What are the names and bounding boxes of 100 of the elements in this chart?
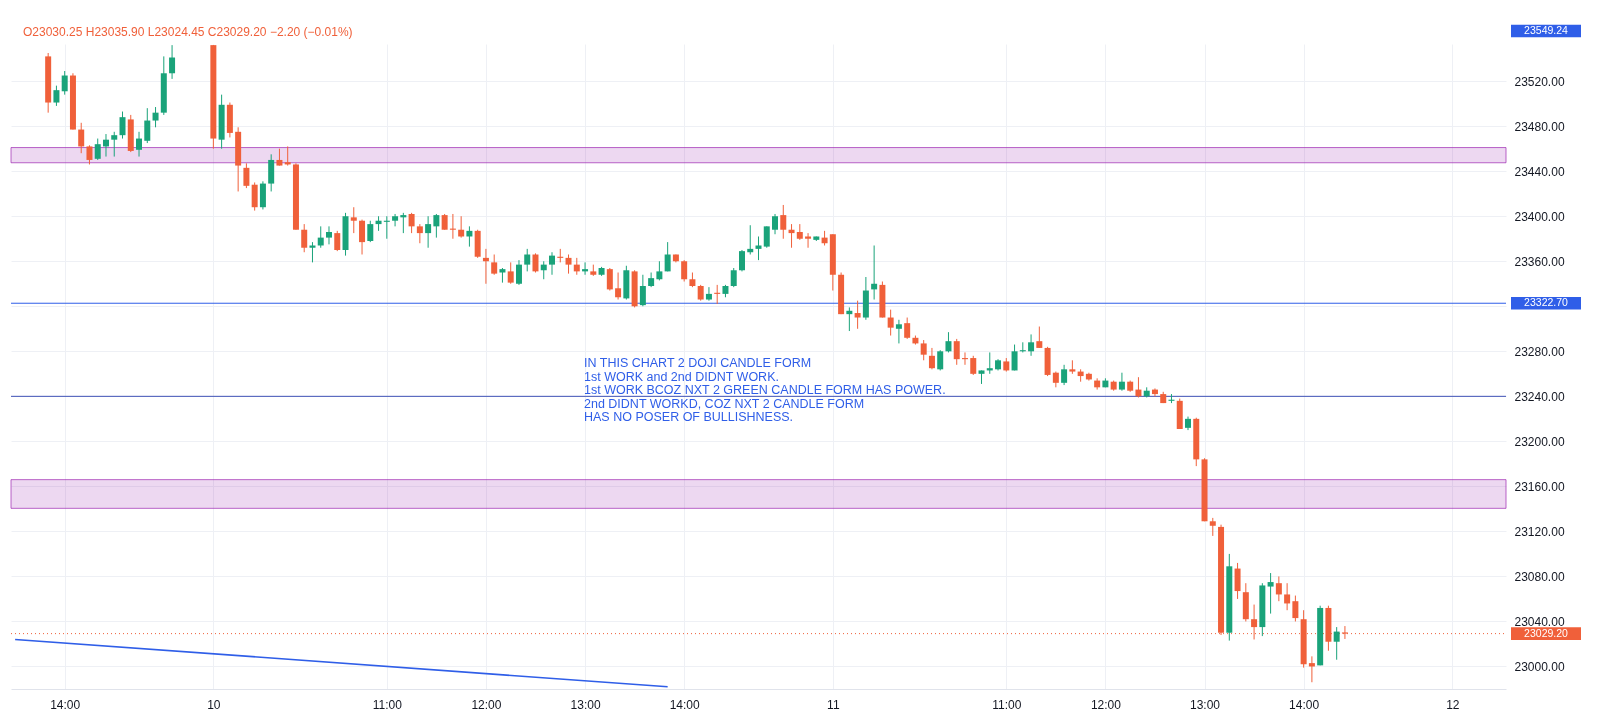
candlestick [780,204,787,240]
y-tick-label: 23400.00 [1514,209,1565,224]
candlestick [887,309,894,337]
y-tick-label: 23360.00 [1514,254,1565,269]
candlestick [359,219,366,255]
candlestick [738,249,745,272]
candlestick [549,251,556,276]
candlestick [920,339,927,361]
candlestick [392,213,399,227]
candlestick [730,267,737,288]
candlestick [326,225,332,245]
candlestick [747,224,754,255]
candlestick [772,213,779,235]
x-tick-label: 11 [827,697,840,712]
candlestick [94,138,101,161]
x-tick-label: 14:00 [50,697,81,712]
candlestick [532,252,539,274]
candlestick [111,131,118,158]
candlestick [895,319,902,344]
text: 23549.24 [1524,24,1569,36]
candlestick [119,111,126,140]
candlestick [615,272,622,301]
candlestick [78,122,85,154]
candlestick [705,286,712,302]
x-tick-label: 13:00 [1190,697,1221,712]
y-tick-label: 23200.00 [1514,434,1565,449]
candlestick [1234,562,1241,600]
candlestick [61,70,68,96]
x-tick-label: 11:00 [372,697,403,712]
y-tick-label: 23160.00 [1514,479,1565,494]
y-tick-label: 23240.00 [1514,389,1565,404]
x-tick-label: 13:00 [570,697,601,712]
candlestick [656,260,663,281]
y-tick-label: 23520.00 [1514,74,1565,89]
candlestick [1284,582,1291,611]
candlestick [1061,364,1068,386]
candlestick [1333,626,1340,661]
candlestick [301,223,308,253]
candlestick [152,106,159,128]
candlestick [788,223,795,249]
candlestick [169,44,176,80]
candlestick [904,317,911,340]
candlestick [1308,655,1315,683]
candlestick [928,347,935,370]
candlestick [1275,575,1282,602]
candlestick [425,215,432,249]
candlestick [1267,572,1274,615]
x-tick-label: 12:00 [1090,697,1122,712]
annotation: IN THIS CHART 2 DOJI CANDLE FORM 1st WORK and 2nd DIDNT WORK. 1st WORK BCOZ NXT 2 GREEN CANDLE FORM HAS POWER. 2nd DIDNT WORKD, COZ NXT 2 CANDLE FORM HAS NO POSER OF BULLISHNESS. [584,356,946,424]
candlestick [144,107,151,144]
candlestick [515,259,522,286]
x-tick-label: 14:00 [669,697,700,712]
y-tick-label: 23080.00 [1514,569,1565,584]
candlestick [664,241,671,272]
x-tick-label: 12 [1446,697,1460,712]
candlestick [136,131,143,158]
candlestick [433,213,440,239]
candlestick [639,274,646,307]
candlestick [416,223,423,244]
candlestick [846,306,853,332]
candlestick [1036,326,1043,349]
candlestick [970,355,977,376]
candlestick [408,212,415,234]
candlestick [937,349,944,371]
candlestick [854,300,861,330]
y-tick-label: 23480.00 [1514,119,1565,134]
candlestick [681,259,688,283]
candlestick [53,85,60,107]
candlestick [763,225,770,249]
candlestick [1011,344,1018,371]
ref-line-label: 23322.70 [1524,296,1569,309]
y-tick-label: 23120.00 [1514,524,1565,539]
x-tick-label: 10 [207,697,221,712]
candlestick [507,261,514,285]
candlestick [755,235,762,261]
x-tick-label: 14:00 [1289,697,1320,712]
candlestick [350,206,357,234]
candlestick [565,254,572,275]
chart-title: O23030.25 H23035.90 L23024.45 C23029.20 −2.20 (−0.01%) [23,25,353,39]
candlestick [1341,625,1348,640]
ref-line-label: 23029.20 [1524,626,1569,639]
candlestick [945,331,952,353]
candlestick [491,254,498,276]
candlestick [243,162,250,189]
candlestick [524,248,531,272]
candlestick [367,220,374,243]
y-tick-label: 23040.00 [1514,614,1565,629]
candlestick [805,232,812,249]
candlestick [251,181,258,212]
candlestick [309,241,316,263]
y-tick-label: 23000.00 [1514,659,1565,674]
candlestick [1292,595,1299,622]
candlestick [606,267,613,292]
candlestick [268,153,275,192]
x-tick-label: 11:00 [992,697,1022,712]
y-tick-label: 23280.00 [1514,344,1565,359]
candlestick [1118,372,1125,392]
candlestick [1209,517,1216,537]
candlestick [482,248,489,285]
x-tick-label: 12:00 [471,697,502,712]
